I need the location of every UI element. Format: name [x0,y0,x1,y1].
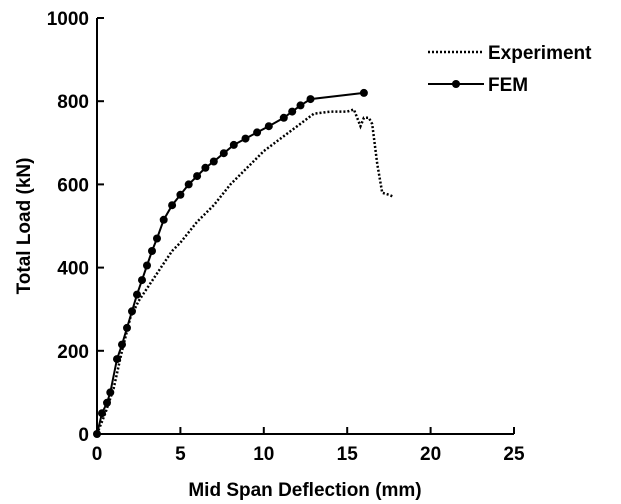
data-point-fem [296,101,305,110]
axes [96,18,514,435]
data-point-fem [264,122,273,131]
data-point-fem [138,276,146,285]
data-point-fem [103,398,111,407]
data-point-fem [93,430,101,438]
series-fem [93,88,368,438]
data-point-fem [159,215,168,224]
y-tick-label: 0 [78,425,89,446]
data-point-fem [359,88,368,97]
x-axis-title: Mid Span Deflection (mm) [188,480,421,501]
y-axis-title: Total Load (kN) [14,158,35,295]
data-point-fem [201,163,210,172]
data-point-fem [148,247,156,255]
y-tick-label: 1000 [47,9,89,30]
data-series [93,88,395,438]
y-tick-label: 200 [57,342,89,363]
data-point-fem [143,261,151,270]
x-tick-label: 0 [92,444,103,465]
data-point-fem [193,172,202,181]
legend-marker-fem [452,80,460,88]
data-point-fem [253,128,262,137]
data-point-fem [98,409,106,418]
x-tick-label: 25 [503,444,525,465]
data-point-fem [184,180,193,189]
data-point-fem [229,140,238,149]
x-tick-label: 10 [253,444,274,465]
y-tick-label: 400 [57,259,89,280]
y-tick-label: 600 [57,175,89,196]
data-point-fem [133,290,141,299]
legend-label-fem: FEM [488,75,528,96]
data-point-fem [118,340,126,349]
data-point-fem [209,157,218,166]
legend: Experiment FEM [428,43,592,96]
data-point-fem [241,134,250,143]
data-point-fem [153,234,161,243]
data-point-fem [219,149,228,158]
data-point-fem [128,307,136,316]
y-tick-label: 800 [57,92,89,113]
data-point-fem [279,113,288,122]
x-tick-label: 15 [337,444,359,465]
series-line-experiment [95,107,395,435]
legend-item-experiment: Experiment [428,43,592,64]
series-experiment [95,107,395,435]
data-point-fem [123,323,131,332]
x-tick-label: 5 [175,444,186,465]
data-point-fem [288,107,297,116]
legend-label-experiment: Experiment [488,43,592,64]
data-point-fem [176,190,185,199]
axis-ticks: 0 5 10 15 20 25 0 200 400 600 800 1000 [47,9,525,465]
data-point-fem [113,355,121,364]
data-point-fem [106,388,115,397]
data-point-fem [168,201,177,210]
x-tick-label: 20 [420,444,441,465]
data-point-fem [306,95,315,104]
legend-item-fem: FEM [428,75,528,96]
